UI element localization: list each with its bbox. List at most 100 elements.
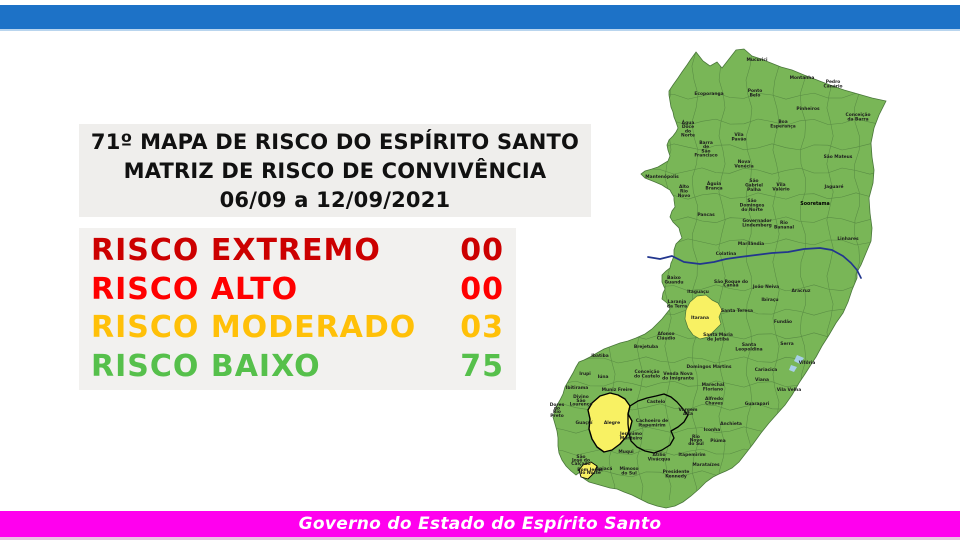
municipality-label-itapemirim: Itapemirim — [678, 452, 706, 458]
municipality-label-s-o-jos-do-cal-ado: São José do Calçado — [571, 454, 591, 467]
municipality-label-pedro-can-rio: Pedro Canário — [824, 79, 843, 90]
moderate-region-bom-jesus-do-norte — [578, 461, 598, 480]
municipality-label-rio-novo-do-sul: Rio Novo do Sul — [688, 434, 704, 447]
risk-label-moderado: RISCO MODERADO — [91, 310, 417, 346]
municipality-label-at-lio-viv-cqua: Atílio Vivácqua — [648, 451, 671, 463]
municipality-label-concei-o-do-castelo: Conceição do Castelo — [634, 369, 660, 379]
municipality-label-manten-polis: Mantenópolis — [645, 173, 679, 180]
moderate-region-alegre — [587, 392, 633, 453]
risk-label-baixo: RISCO BAIXO — [91, 348, 321, 384]
municipality-label-iconha: Iconha — [704, 427, 721, 433]
espirito-santo-map: Mucurici Montanha Pedro Canário Ecoporanga Po… — [545, 32, 960, 512]
municipality-label-jaguar-: Jaguaré — [824, 183, 844, 190]
title-line-3: 06/09 a 12/09/2021 — [219, 188, 451, 212]
municipality-label-muqui: Muqui — [618, 449, 634, 455]
municipality-label--guia-branca: Águia Branca — [705, 180, 722, 192]
risk-value-baixo: 75 — [460, 348, 504, 384]
risk-row-alto: RISCO ALTO 00 — [91, 271, 504, 307]
municipality-label-s-o-mateus: São Mateus — [824, 154, 853, 160]
municipality-label-sooretama: Sooretama — [800, 201, 829, 207]
highlighted-region-outline — [627, 393, 689, 454]
municipality-label-cachoeiro-de-itapemirim: Cachoeiro de Itapemirim — [636, 418, 668, 429]
municipality-label-vila-pav-o: Vila Pavão — [732, 132, 747, 143]
municipality-label-cariacica: Cariacica — [755, 367, 778, 373]
municipality-label-fund-o: Fundão — [774, 319, 792, 325]
municipality-label-presidente-kennedy: Presidente Kennedy — [663, 469, 690, 480]
municipality-label-ibatiba: Ibatiba — [591, 353, 608, 359]
municipality-label-guarapari: Guarapari — [745, 401, 770, 407]
municipality-label-mimoso-do-sul: Mimoso do Sul — [619, 466, 638, 477]
municipality-label-anchieta: Anchieta — [720, 421, 742, 427]
municipality-label-ibitirama: Ibitirama — [566, 385, 589, 391]
municipality-label-alfredo-chaves: Alfredo Chaves — [705, 396, 723, 407]
municipality-label-venda-nova-do-imigrante: Venda Nova do Imigrante — [662, 371, 694, 381]
municipality-label-pi-ma: Piúma — [710, 437, 725, 444]
municipality-label-vit-ria: Vitória — [799, 359, 816, 366]
municipality-label-apiac-: Apiacá — [596, 465, 613, 472]
municipality-label-baixo-guandu: Baixo Guandu — [664, 275, 683, 286]
risk-row-extremo: RISCO EXTREMO 00 — [91, 236, 504, 266]
municipality-label-marechal-floriano: Marechal Floriano — [702, 382, 725, 392]
risk-value-alto: 00 — [460, 271, 504, 307]
municipality-label-alto-rio-novo: Alto Rio Novo — [678, 184, 691, 199]
municipality-label-itagua-u: Itaguaçu — [687, 289, 709, 295]
municipality-labels: Mucurici Montanha Pedro Canário Ecoporanga Po… — [550, 57, 871, 480]
municipality-label-colatina: Colatina — [716, 251, 736, 257]
risk-row-moderado: RISCO MODERADO 03 — [91, 313, 504, 343]
municipality-label-bom-jesus-do-norte: Bom Jesus do Norte — [577, 467, 603, 476]
municipality-label-domingos-martins: Domingos Martins — [686, 364, 731, 370]
municipality-label-rio-bananal: Rio Bananal — [774, 220, 794, 231]
municipality-label-s-o-gabriel-palha: São Gabriel Palha — [745, 178, 763, 193]
municipality-label-gua-u-: Guaçuí — [576, 419, 593, 426]
municipality-label-brejetuba: Brejetuba — [634, 344, 658, 350]
bay-water — [794, 355, 804, 364]
municipality-label-pinheiros: Pinheiros — [796, 106, 820, 112]
municipality-label-maril-ndia: Marilândia — [738, 240, 764, 247]
municipality-label-serra: Serra — [780, 341, 793, 347]
municipality-label-dores-do-rio-preto: Dores do Rio Preto — [550, 402, 565, 419]
footer-bar: Governo do Estado do Espírito Santo — [0, 511, 960, 540]
municipality-label-vila-val-rio: Vila Valério — [772, 182, 789, 193]
municipality-label-castelo: Castelo — [647, 399, 665, 405]
title-line-2: MATRIZ DE RISCO DE CONVIVÊNCIA — [123, 159, 547, 183]
municipality-label-vargem-alta: Vargem Alta — [679, 407, 698, 417]
municipality-label-laranja-da-terra: Laranja da Terra — [667, 299, 687, 310]
risk-row-baixo: RISCO BAIXO 75 — [91, 348, 504, 384]
municipality-label-santa-teresa: Santa Teresa — [721, 308, 753, 314]
municipality-label-governador-lindemberg: Governador Lindemberg — [742, 218, 772, 228]
municipality-label-pancas: Pancas — [697, 212, 715, 218]
municipality-label-s-o-domingos-do-norte: São Domingos do Norte — [740, 198, 765, 213]
risk-value-moderado: 03 — [460, 310, 504, 346]
municipality-label-montanha: Montanha — [790, 75, 815, 81]
municipality-label-divino-s-o-louren-o: Divino São Lourenço — [570, 394, 593, 408]
title-line-1: 71º MAPA DE RISCO DO ESPÍRITO SANTO — [90, 130, 580, 154]
municipality-label-jer-nimo-monteiro: Jerônimo Monteiro — [619, 430, 642, 442]
top-blue-bar — [0, 5, 960, 31]
state-outline — [552, 48, 887, 509]
municipality-label-aracruz: Aracruz — [792, 288, 811, 294]
municipality-label-irupi: Irupi — [579, 371, 591, 377]
municipality-label-linhares: Linhares — [837, 236, 859, 242]
state-map-svg: Mucurici Montanha Pedro Canário Ecoporanga Po… — [550, 48, 887, 509]
municipality-label--gua-doce-do-norte: Água Doce do Norte — [681, 119, 695, 139]
municipality-label-ponto-belo: Ponto Belo — [748, 88, 762, 99]
municipality-label-afonso-cl-udio: Afonso Cláudio — [657, 331, 675, 342]
municipality-label-alegre: Alegre — [604, 420, 620, 426]
municipality-label-mucurici: Mucurici — [746, 57, 767, 63]
municipality-label-nova-ven-cia: Nova Venécia — [734, 159, 753, 170]
municipality-label-i-na: Iúna — [598, 373, 609, 380]
municipality-label-muniz-freire: Muniz Freire — [602, 387, 633, 393]
moderate-region-itarana — [684, 294, 723, 340]
municipality-label-santa-maria-de-jetib-: Santa Maria de Jetibá — [703, 332, 733, 343]
river-line — [647, 247, 862, 279]
municipality-label-jo-o-neiva: João Neiva — [752, 284, 779, 290]
title-block: 71º MAPA DE RISCO DO ESPÍRITO SANTO MATR… — [79, 124, 591, 217]
municipality-label-concei-o-da-barra: Conceição da Barra — [845, 112, 870, 123]
bay-water — [789, 365, 797, 372]
municipality-label-itarana: Itarana — [691, 315, 709, 321]
municipality-label-viana: Viana — [755, 377, 769, 383]
municipality-label-s-o-roque-do-cana-: São Roque do Canaã — [714, 279, 748, 288]
risk-summary-list: RISCO EXTREMO 00 RISCO ALTO 00 RISCO MOD… — [79, 228, 516, 390]
municipality-label-marata-zes: Marataízes — [692, 461, 720, 468]
municipality-label-vila-velha: Vila Velha — [777, 387, 802, 393]
